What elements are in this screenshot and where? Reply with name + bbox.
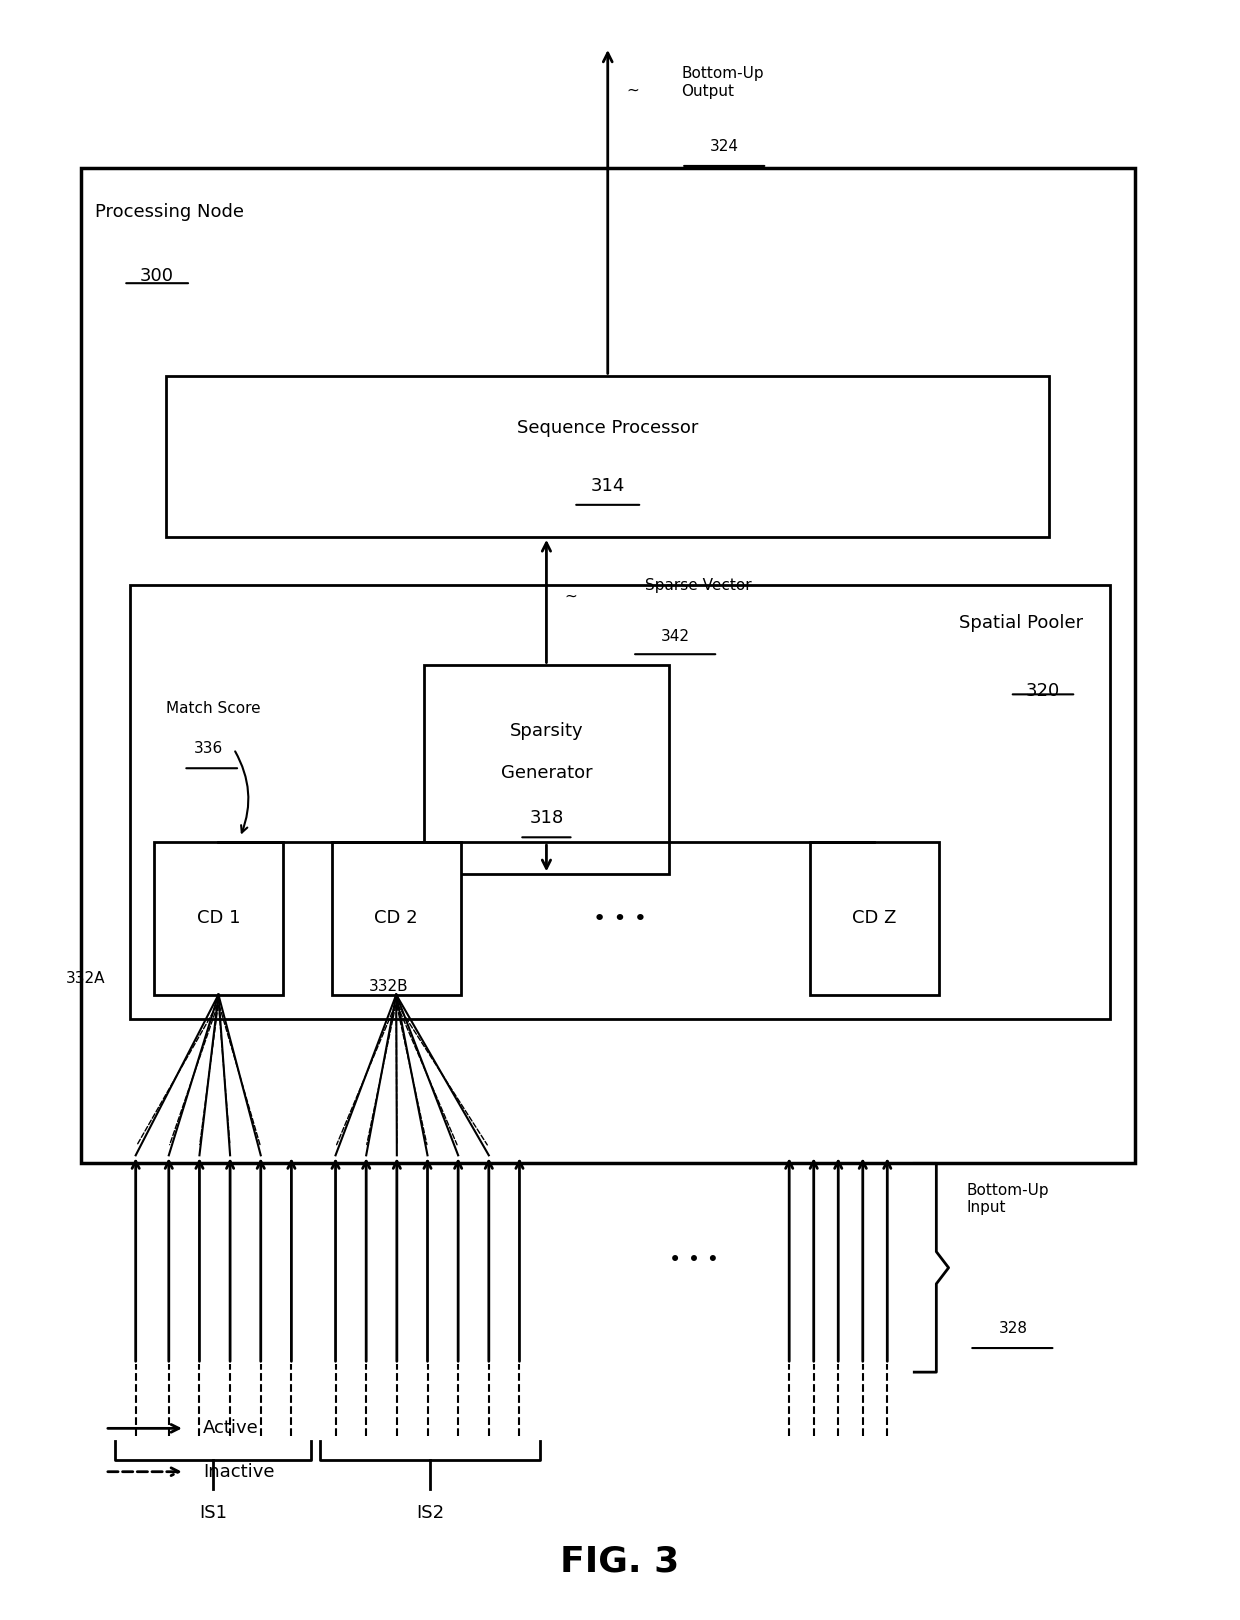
Text: Sparse Vector: Sparse Vector bbox=[645, 578, 751, 593]
Text: Bottom-Up
Input: Bottom-Up Input bbox=[967, 1183, 1049, 1215]
Text: ~: ~ bbox=[564, 590, 578, 604]
Text: 324: 324 bbox=[709, 139, 739, 154]
Text: Spatial Pooler: Spatial Pooler bbox=[960, 614, 1084, 632]
Text: 320: 320 bbox=[1025, 682, 1060, 700]
Text: • • •: • • • bbox=[668, 1249, 718, 1270]
Text: ~: ~ bbox=[626, 83, 639, 97]
Text: 328: 328 bbox=[999, 1322, 1028, 1336]
FancyBboxPatch shape bbox=[810, 842, 939, 995]
Text: IS1: IS1 bbox=[198, 1505, 227, 1523]
Text: Match Score: Match Score bbox=[166, 701, 260, 716]
Text: CD 1: CD 1 bbox=[197, 909, 241, 927]
FancyBboxPatch shape bbox=[332, 842, 460, 995]
Text: Processing Node: Processing Node bbox=[95, 202, 244, 220]
FancyBboxPatch shape bbox=[424, 666, 670, 875]
Text: 314: 314 bbox=[590, 476, 625, 494]
Text: Active: Active bbox=[203, 1419, 259, 1437]
Text: Sequence Processor: Sequence Processor bbox=[517, 418, 698, 437]
FancyBboxPatch shape bbox=[154, 842, 283, 995]
Text: 332A: 332A bbox=[66, 970, 105, 987]
Text: CD Z: CD Z bbox=[852, 909, 897, 927]
Text: • • •: • • • bbox=[593, 909, 647, 930]
Text: 342: 342 bbox=[661, 629, 689, 645]
Text: Bottom-Up
Output: Bottom-Up Output bbox=[681, 66, 764, 99]
Text: FIG. 3: FIG. 3 bbox=[560, 1544, 680, 1578]
Text: 300: 300 bbox=[139, 267, 174, 285]
Text: CD 2: CD 2 bbox=[374, 909, 418, 927]
FancyBboxPatch shape bbox=[81, 167, 1135, 1163]
Text: Sparsity: Sparsity bbox=[510, 723, 583, 740]
Text: Generator: Generator bbox=[501, 765, 593, 782]
Text: 332B: 332B bbox=[368, 978, 408, 995]
Text: 318: 318 bbox=[529, 808, 563, 828]
Text: 336: 336 bbox=[193, 742, 222, 757]
Text: Inactive: Inactive bbox=[203, 1463, 274, 1481]
Text: IS2: IS2 bbox=[415, 1505, 444, 1523]
FancyBboxPatch shape bbox=[129, 585, 1111, 1019]
FancyBboxPatch shape bbox=[166, 376, 1049, 536]
